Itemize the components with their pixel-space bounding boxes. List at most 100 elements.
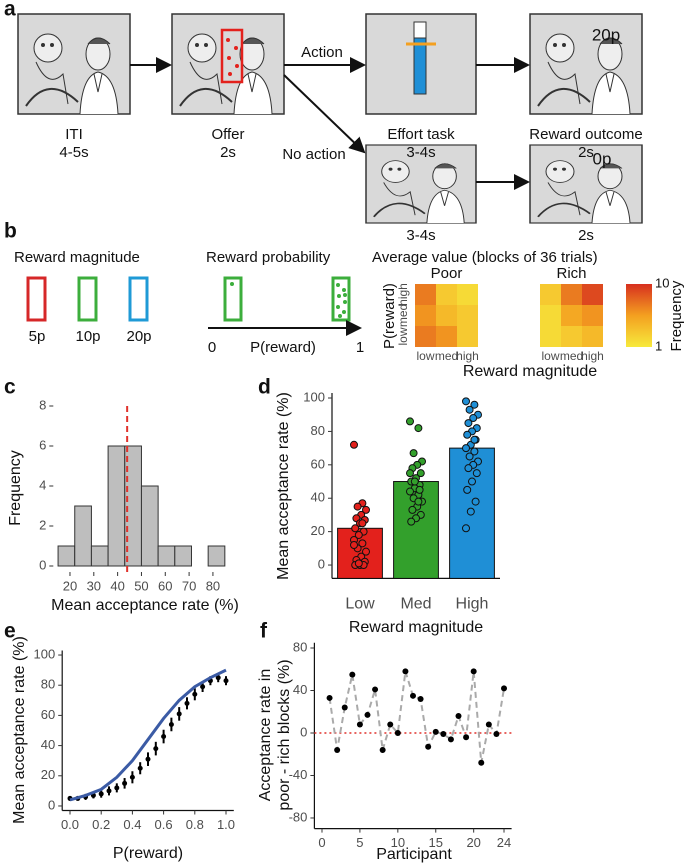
- y-tick-label: 40: [293, 682, 307, 697]
- histogram-bar: [107, 445, 126, 567]
- heatmap-x-label: med: [560, 349, 583, 363]
- participant-point: [326, 694, 333, 701]
- participant-point: [462, 524, 470, 533]
- fit-curve: [69, 668, 227, 802]
- participant-point: [432, 728, 439, 735]
- participant-point: [501, 685, 508, 692]
- heatmap-cell: [540, 305, 561, 326]
- x-tick-label: 0.0: [61, 817, 79, 832]
- y-axis-title: Frequency: [7, 450, 24, 526]
- heatmap-x-label: med: [435, 349, 458, 363]
- colorbar-tick-label: 1: [655, 338, 662, 353]
- x-tick-label: 40: [110, 578, 124, 593]
- y-tick-label: -80: [289, 809, 308, 824]
- colorbar-title: Frequency: [668, 280, 685, 351]
- heatmap-y-title: P(reward): [381, 283, 398, 349]
- participant-point: [394, 729, 401, 736]
- x-tick-label: Low: [345, 596, 375, 613]
- participant-point: [408, 505, 417, 514]
- magnitude-cue: [128, 276, 149, 322]
- participant-point: [463, 485, 472, 494]
- cue-dot: [230, 282, 234, 286]
- heatmap-cell: [561, 284, 582, 305]
- magnitude-label: 20p: [126, 328, 151, 345]
- histogram-bar: [174, 545, 192, 567]
- stage-duration: 3-4s: [406, 227, 435, 244]
- participant-point: [334, 746, 341, 753]
- arrows: [130, 57, 530, 190]
- participant-point: [350, 440, 358, 449]
- y-tick-label: 6: [39, 437, 46, 452]
- heatmap-cell: [457, 326, 478, 347]
- x-tick-label: 24: [497, 835, 511, 850]
- x-axis-title: Mean acceptance rate (%): [51, 597, 239, 614]
- probability-cue: [223, 276, 243, 322]
- stage-duration: 2s: [578, 227, 594, 244]
- participant-point: [410, 477, 419, 486]
- data-point: [137, 765, 143, 771]
- x-tick-label: 1.0: [217, 817, 235, 832]
- y-tick-label: 0: [318, 556, 325, 571]
- participant-point: [425, 743, 432, 750]
- participant-point: [465, 405, 474, 414]
- heatmap-cell: [415, 305, 436, 326]
- heatmap-cell: [436, 284, 457, 305]
- y-tick-label: 4: [39, 477, 46, 492]
- heatmap-x-label: low: [416, 349, 434, 363]
- reward-scene: [529, 13, 643, 115]
- y-axis-title: Mean acceptance rate (%): [275, 392, 292, 580]
- participant-point: [470, 668, 477, 675]
- histogram-bar: [157, 545, 176, 567]
- x-tick-label: 0.6: [155, 817, 173, 832]
- participant-point: [440, 731, 447, 738]
- data-point: [106, 788, 112, 794]
- outcome-label: 0p: [593, 149, 612, 168]
- data-point: [98, 791, 104, 797]
- x-tick-label: 0: [318, 835, 325, 850]
- data-point: [129, 774, 135, 780]
- x-tick-label: 0.4: [123, 817, 141, 832]
- x-tick-label: 80: [206, 578, 220, 593]
- data-point: [161, 734, 167, 740]
- heatmap-panel-title: Rich: [556, 265, 586, 282]
- heatmap-cell: [561, 305, 582, 326]
- participant-point: [493, 731, 500, 738]
- participant-point: [354, 530, 363, 539]
- y-tick-label: 40: [41, 737, 55, 752]
- x-tick-label: 50: [134, 578, 148, 593]
- x-tick-label: 20: [63, 578, 77, 593]
- x-tick-label: 10: [391, 835, 405, 850]
- data-point: [114, 785, 120, 791]
- probability-cue: [331, 276, 351, 322]
- cue-title: Reward magnitude: [14, 249, 140, 266]
- x-tick-label: 60: [158, 578, 172, 593]
- heatmap-cell: [540, 284, 561, 305]
- y-tick-label: 80: [311, 423, 325, 438]
- y-tick-label: 80: [293, 639, 307, 654]
- magnitude-cue: [26, 276, 47, 322]
- participant-point: [356, 721, 363, 728]
- participant-point: [478, 759, 485, 766]
- x-tick-label: 0.2: [92, 817, 110, 832]
- participant-point: [414, 497, 423, 506]
- offer-cue: [220, 28, 244, 84]
- offer-dots: [226, 38, 239, 76]
- participant-point: [465, 452, 474, 461]
- heatmap-cell: [457, 305, 478, 326]
- y-tick-label: 60: [311, 456, 325, 471]
- participant-point: [379, 746, 386, 753]
- panel-label: d: [258, 376, 271, 399]
- heatmap-cell: [561, 326, 582, 347]
- x-tick-label: 30: [87, 578, 101, 593]
- heatmap-cell: [540, 326, 561, 347]
- heatmap-cell: [582, 305, 603, 326]
- participant-point: [463, 430, 472, 439]
- panel-label: a: [4, 0, 16, 21]
- y-tick-label: 0: [48, 797, 55, 812]
- data-point: [215, 675, 221, 681]
- effort-fill: [413, 37, 427, 95]
- y-axis-title: Acceptance rate in: [257, 669, 274, 802]
- y-tick-label: 80: [41, 677, 55, 692]
- cue-dots: [336, 283, 347, 318]
- participant-point: [463, 734, 470, 741]
